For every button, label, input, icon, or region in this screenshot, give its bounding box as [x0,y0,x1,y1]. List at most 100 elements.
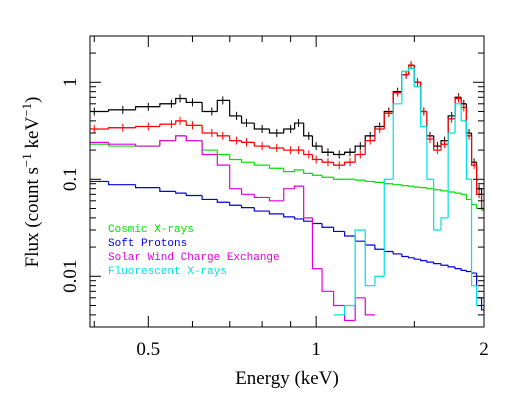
step-segment [284,189,295,201]
step-segment [441,218,448,230]
data-point [384,109,393,117]
y-axis-label-part: −1 [19,103,34,117]
y-tick-label: 0.01 [60,260,81,293]
data-point [136,103,160,111]
step-segment [434,179,441,230]
step-segment [312,136,322,146]
step-segment [434,189,441,190]
step-segment [304,170,313,174]
step-segment [254,162,269,165]
step-segment [455,104,461,133]
data-point [186,98,202,106]
step-segment [466,270,471,271]
legend-entry: Cosmic X-rays [108,224,194,236]
step-segment [269,211,283,214]
data-point [393,89,402,97]
step-segment [421,87,427,127]
data-point [345,158,356,166]
legend-entry: Fluorescent X-rays [108,266,227,278]
data-point [136,123,160,131]
step-segment [375,245,384,249]
step-segment [421,259,427,260]
step-segment [230,155,242,160]
step-segment [322,175,334,177]
step-segment [230,136,242,141]
data-point [109,124,136,132]
step-segment [295,217,304,219]
step-segment [217,100,229,111]
step-segment [242,189,255,195]
step-segment [322,224,334,228]
data-point [434,146,441,154]
step-segment [472,179,477,285]
step-segment [375,181,384,182]
data-point [365,137,375,145]
step-segment [254,208,269,211]
data-point [284,146,295,154]
step-segment [136,185,160,188]
step-segment [448,265,455,267]
y-axis-label: Flux (count s−1 keV−1) [19,97,44,268]
data-point [80,125,109,133]
step-segment [230,100,242,115]
x-tick-label: 1 [311,339,321,360]
step-segment [427,261,434,262]
step-segment [355,298,365,321]
step-segment [393,184,402,185]
data-point [304,151,313,159]
step-segment [466,104,471,133]
step-segment [186,193,202,195]
data-point [455,95,461,103]
step-segment [409,256,415,257]
step-segment [414,186,420,187]
step-segment [345,305,356,314]
step-segment [402,75,409,93]
step-segment [160,141,176,146]
step-segment [375,276,384,285]
step-segment [202,141,217,150]
step-segment [254,194,269,197]
step-segment [176,191,187,193]
y-axis-label-part: Flux (count s [22,167,43,267]
data-point [217,132,229,140]
data-point [176,117,187,125]
data-point [254,142,269,150]
step-segment [109,181,136,184]
step-segment [421,187,427,188]
step-segment [334,177,345,179]
data-point [322,158,334,166]
step-segment [441,264,448,266]
step-segment [402,185,409,186]
step-segment [284,129,295,133]
x-tick-label: 0.5 [136,339,160,360]
step-segment [393,252,402,254]
step-segment [312,218,322,269]
step-segment [217,150,229,154]
step-segment [176,136,187,141]
data-point [242,119,255,127]
x-tick-label: 2 [479,339,489,360]
step-segment [472,272,477,274]
data-point [242,138,255,146]
data-point [295,119,304,127]
step-segment [441,190,448,191]
data-point [461,103,466,111]
data-point [312,142,322,150]
step-segment [409,68,415,71]
data-point [334,161,345,169]
step-segment [186,136,202,141]
step-segment [304,123,313,136]
data-point [269,129,283,137]
data-point [355,142,365,150]
step-segment [136,144,160,146]
step-segment [295,123,304,129]
step-segment [242,116,255,123]
step-segment [455,267,461,269]
y-axis-label-part: −1 [19,153,34,167]
step-segment [186,99,202,103]
step-segment [202,196,217,200]
y-tick-label: 1 [60,78,81,88]
data-point [295,146,304,154]
step-segment [345,305,356,320]
data-point [160,120,176,128]
